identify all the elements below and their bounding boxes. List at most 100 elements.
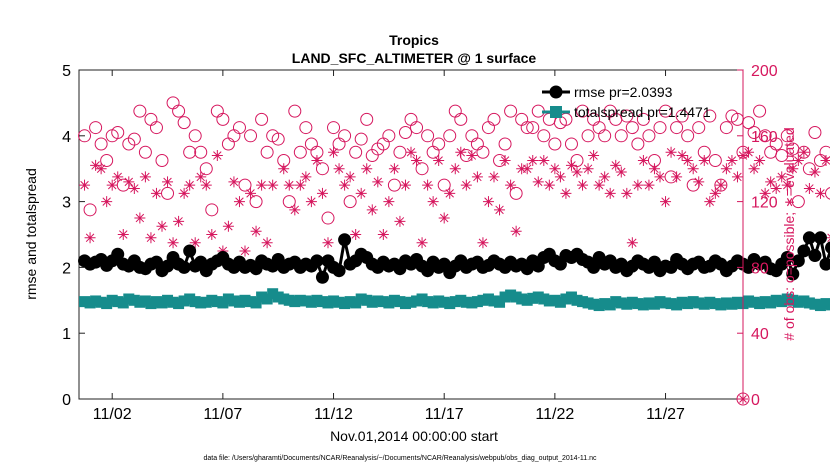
- totalspread-marker: [665, 298, 677, 310]
- obs-possible-marker: [138, 145, 152, 159]
- obs-evaluated-marker: [698, 154, 710, 166]
- obs-evaluated-marker: [715, 179, 727, 191]
- obs-evaluated-marker: [112, 171, 124, 183]
- obs-possible-marker: [244, 129, 258, 143]
- totalspread-marker: [305, 296, 317, 308]
- totalspread-marker: [814, 300, 826, 312]
- obs-possible-marker: [205, 203, 219, 217]
- obs-possible-marker: [177, 116, 191, 130]
- rmse-marker: [338, 233, 352, 247]
- obs-possible-marker: [692, 121, 706, 135]
- obs-possible-marker: [437, 178, 451, 192]
- obs-evaluated-marker: [333, 163, 345, 175]
- totalspread-marker: [145, 298, 157, 310]
- totalspread-marker: [776, 296, 788, 308]
- obs-evaluated-marker: [687, 163, 699, 175]
- totalspread-marker: [184, 293, 196, 305]
- totalspread-marker: [90, 295, 102, 307]
- obs-possible-marker: [753, 104, 767, 118]
- obs-evaluated-marker: [593, 179, 605, 191]
- obs-evaluated-marker: [654, 171, 666, 183]
- totalspread-marker: [538, 293, 550, 305]
- legend-spread-label: totalspread pr=1.4471: [574, 104, 711, 120]
- obs-possible-marker: [443, 129, 457, 143]
- totalspread-marker: [311, 294, 323, 306]
- rmse-marker: [332, 264, 346, 278]
- obs-evaluated-marker: [366, 204, 378, 216]
- obs-evaluated-marker: [637, 154, 649, 166]
- obs-possible-marker: [620, 109, 634, 123]
- obs-evaluated-marker: [571, 166, 583, 178]
- obs-evaluated-marker: [726, 154, 738, 166]
- obs-evaluated-marker: [350, 229, 362, 240]
- obs-evaluated-marker: [588, 150, 600, 162]
- obs-evaluated-marker: [820, 154, 830, 166]
- totalspread-marker: [781, 293, 793, 305]
- obs-evaluated-marker: [156, 220, 168, 232]
- series-layer: [78, 96, 830, 312]
- obs-evaluated-marker: [139, 171, 151, 183]
- obs-possible-marker: [576, 104, 590, 118]
- rmse-marker: [310, 254, 324, 268]
- y-right-tick-label: 120: [751, 195, 778, 212]
- obs-evaluated-marker: [743, 146, 755, 158]
- x-tick-label: 11/22: [535, 406, 574, 423]
- totalspread-marker: [167, 296, 179, 308]
- obs-possible-marker: [293, 145, 307, 159]
- obs-evaluated-marker: [660, 196, 672, 208]
- obs-possible-marker: [636, 112, 650, 126]
- obs-possible-marker: [100, 153, 114, 167]
- obs-possible-marker: [797, 145, 811, 159]
- obs-evaluated-marker: [682, 154, 694, 166]
- totalspread-marker: [134, 296, 146, 308]
- rmse-marker: [819, 257, 830, 271]
- totalspread-marker: [466, 297, 478, 309]
- totalspread-marker: [720, 297, 732, 309]
- obs-evaluated-marker: [145, 232, 157, 244]
- obs-possible-marker: [288, 104, 302, 118]
- totalspread-marker: [139, 295, 151, 307]
- totalspread-marker: [704, 296, 716, 308]
- obs-evaluated-marker: [455, 146, 467, 158]
- obs-evaluated-marker: [383, 196, 395, 208]
- obs-evaluated-marker: [239, 245, 251, 257]
- totalspread-marker: [709, 298, 721, 310]
- obs-evaluated-marker: [521, 163, 533, 175]
- totalspread-marker: [294, 294, 306, 306]
- obs-possible-marker: [133, 104, 147, 118]
- totalspread-marker: [278, 293, 290, 305]
- obs-possible-marker: [94, 137, 108, 151]
- obs-evaluated-marker: [765, 176, 777, 188]
- obs-evaluated-marker: [322, 237, 334, 249]
- totalspread-marker: [654, 296, 666, 308]
- totalspread-marker: [267, 288, 279, 300]
- totalspread-marker: [156, 297, 168, 309]
- x-axis-label: Nov.01,2014 00:00:00 start: [330, 428, 498, 444]
- axes-layer: 0 1 2 3 4 5 0 40 80 120 160 200 11/02 11/07 11/12 11/17…: [62, 63, 778, 423]
- chart-title: Tropics: [389, 32, 439, 48]
- obs-possible-marker: [194, 145, 208, 159]
- obs-possible-marker: [349, 145, 363, 159]
- totalspread-marker: [250, 297, 262, 309]
- totalspread-marker: [411, 295, 423, 307]
- totalspread-marker: [554, 296, 566, 308]
- obs-possible-marker: [327, 121, 341, 135]
- obs-possible-marker: [360, 112, 374, 126]
- totalspread-marker: [405, 296, 417, 308]
- totalspread-marker: [289, 296, 301, 308]
- totalspread-marker: [189, 296, 201, 308]
- y-left-tick-label: 5: [62, 63, 71, 80]
- totalspread-marker: [355, 293, 367, 305]
- obs-evaluated-marker: [377, 229, 389, 240]
- totalspread-marker: [593, 300, 605, 312]
- obs-evaluated-marker: [798, 146, 810, 158]
- obs-evaluated-marker: [84, 232, 96, 244]
- totalspread-marker: [494, 296, 506, 308]
- obs-possible-marker: [282, 195, 296, 209]
- totalspread-marker: [648, 298, 660, 310]
- obs-evaluated-marker: [267, 179, 279, 191]
- totalspread-marker: [217, 297, 229, 309]
- obs-evaluated-marker: [433, 154, 445, 166]
- obs-possible-marker: [670, 121, 684, 135]
